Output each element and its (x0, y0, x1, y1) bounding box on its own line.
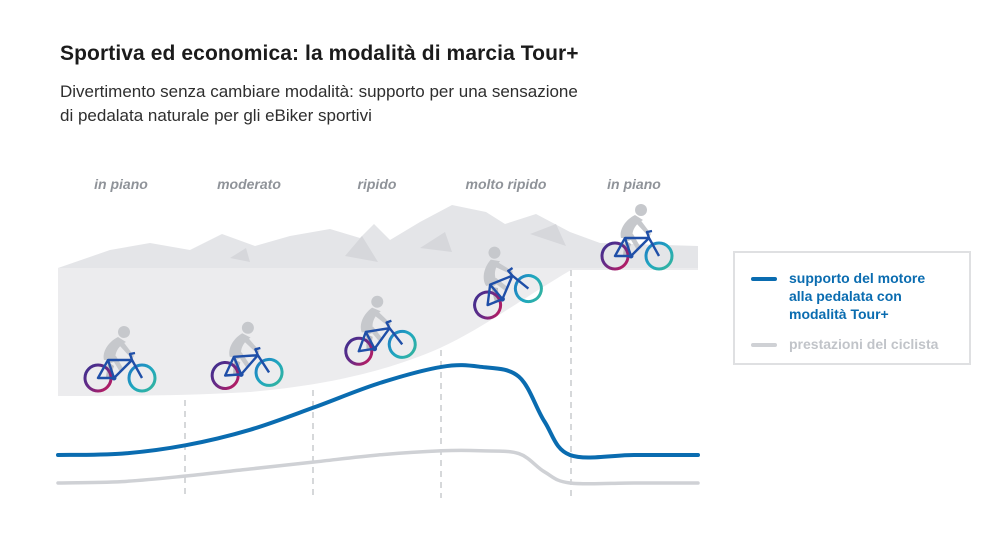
legend-motor-line-1: supporto del motore (789, 270, 926, 286)
series-line-rider (56, 448, 700, 486)
subtitle-line-2: di pedalata naturale per gli eBiker spor… (60, 106, 372, 125)
terrain-label-moderate: moderato (217, 176, 281, 192)
chart-title: Sportiva ed economica: la modalità di ma… (60, 42, 579, 65)
legend-swatch-rider (751, 343, 777, 347)
terrain-label-flat-end: in piano (607, 176, 661, 192)
legend: supporto del motore alla pedalata con mo… (733, 251, 971, 365)
subtitle-line-1: Divertimento senza cambiare modalità: su… (60, 82, 578, 101)
legend-label-motor: supporto del motore alla pedalata con mo… (789, 269, 959, 323)
terrain-dividers (184, 270, 572, 498)
terrain-label-steep: ripido (357, 176, 397, 192)
chart-subtitle: Divertimento senza cambiare modalità: su… (60, 80, 680, 128)
legend-item-rider: prestazioni del ciclista (751, 335, 959, 353)
legend-motor-line-2: alla pedalata con (789, 288, 902, 304)
terrain-label-flat: in piano (94, 176, 148, 192)
legend-motor-line-3: modalità Tour+ (789, 306, 889, 322)
terrain-label-very-steep: molto ripido (465, 176, 547, 192)
legend-item-motor: supporto del motore alla pedalata con mo… (751, 269, 959, 323)
legend-label-rider: prestazioni del ciclista (789, 336, 939, 352)
series-line-motor (56, 363, 700, 460)
mountain-silhouette (58, 205, 698, 270)
legend-swatch-motor (751, 277, 777, 281)
